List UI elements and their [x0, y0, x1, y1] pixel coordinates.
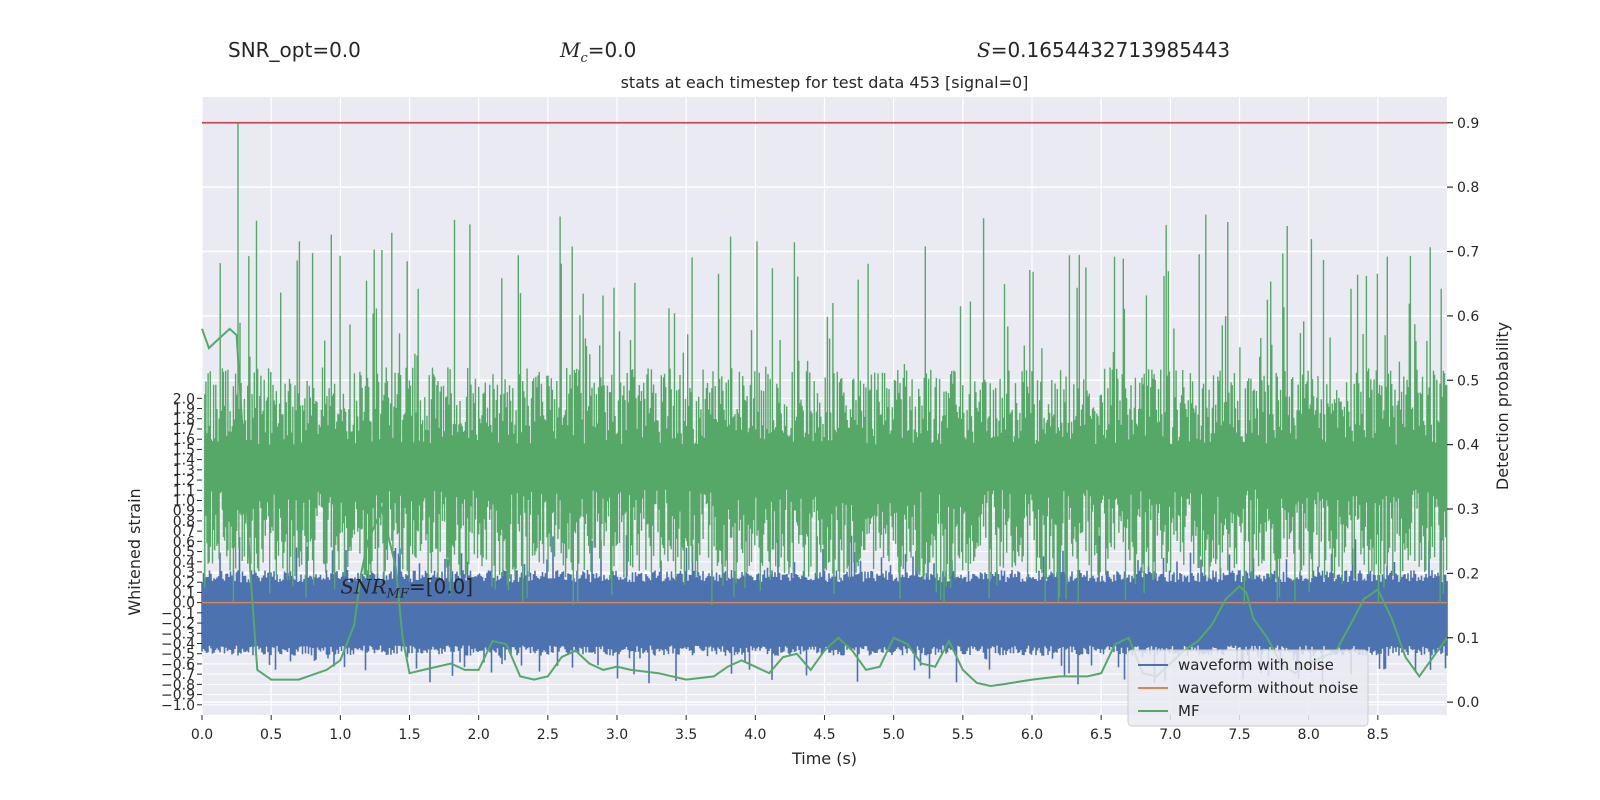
y-right-tick-label: 0.3 [1457, 502, 1479, 518]
x-tick-label: 4.0 [744, 727, 766, 743]
y-right-tick-label: 0.8 [1457, 180, 1479, 196]
mf-spikes-path [204, 122, 1448, 605]
y-left-tick-label: 0.8 [173, 514, 195, 530]
x-tick-label: 3.0 [606, 727, 628, 743]
x-tick-label: 0.5 [260, 727, 282, 743]
x-tick-label: 5.0 [883, 727, 905, 743]
y-left-tick-label: 1.2 [173, 473, 195, 489]
y-right-tick-label: 0.0 [1457, 695, 1479, 711]
x-tick-label: 7.5 [1228, 727, 1250, 743]
x-tick-label: 6.5 [1090, 727, 1112, 743]
series-waveform-with-noise [201, 533, 1448, 685]
legend-box [1127, 649, 1369, 727]
y-left-tick-label: −0.6 [161, 657, 195, 673]
snr-opt-label: SNR_opt=0.0 [228, 38, 361, 62]
y-left-tick-label: 0.4 [173, 555, 195, 571]
y-left-tick-label: 0.9 [173, 504, 195, 520]
x-tick-label: 1.5 [398, 727, 420, 743]
y-left-tick-label: 0.7 [173, 524, 195, 540]
x-tick-label: 7.0 [1159, 727, 1181, 743]
x-tick-label: 6.0 [1021, 727, 1043, 743]
y-right-axis-label: Detection probability [1493, 322, 1512, 490]
y-left-tick-label: 1.4 [173, 453, 195, 469]
x-tick-label: 2.0 [468, 727, 490, 743]
x-tick-label: 1.0 [329, 727, 351, 743]
y-left-tick-label: 0.3 [173, 565, 195, 581]
y-left-tick-label: 1.1 [173, 483, 195, 499]
legend-label: waveform with noise [1178, 656, 1334, 674]
y-left-axis-ticks: −1.0−0.9−0.8−0.7−0.6−0.5−0.4−0.3−0.2−0.1… [161, 391, 202, 714]
y-left-tick-label: 1.5 [173, 442, 195, 458]
y-right-tick-label: 0.4 [1457, 438, 1479, 454]
x-tick-label: 2.5 [537, 727, 559, 743]
chart-title: stats at each timestep for test data 453… [621, 73, 1029, 92]
y-left-tick-label: −0.9 [161, 688, 195, 704]
y-right-tick-label: 0.2 [1457, 566, 1479, 582]
y-left-tick-label: −0.3 [161, 626, 195, 642]
y-right-tick-label: 0.1 [1457, 631, 1479, 647]
y-left-tick-label: 0.1 [173, 585, 195, 601]
legend-label: waveform without noise [1178, 679, 1358, 697]
x-axis-ticks: 0.0 0.5 1.0 1.5 2.0 2.5 3.0 3.5 4.0 4.5 5.0 5.5 6.0 6… [191, 715, 1389, 743]
x-axis-label: Time (s) [791, 749, 857, 768]
x-tick-label: 3.5 [675, 727, 697, 743]
y-left-tick-label: −0.4 [161, 636, 195, 652]
y-left-tick-label: −1.0 [161, 698, 195, 714]
y-left-tick-label: −0.7 [161, 667, 195, 683]
series-mf-curve [201, 327, 1448, 688]
x-tick-label: 8.0 [1298, 727, 1320, 743]
noise-band-path [201, 533, 1448, 685]
y-left-tick-label: 0.5 [173, 545, 195, 561]
y-left-tick-label: 1.3 [173, 463, 195, 479]
y-right-tick-label: 0.6 [1457, 309, 1479, 325]
y-right-axis-ticks: 0.0 0.1 0.2 0.3 0.4 0.5 0.6 0.7 0.8 0.9 [1447, 116, 1479, 711]
series-mf-spikes [204, 122, 1448, 605]
y-left-tick-label: 1.6 [173, 432, 195, 448]
y-right-tick-label: 0.5 [1457, 373, 1479, 389]
legend: waveform with noise waveform without nois… [1127, 649, 1369, 727]
x-tick-label: 8.5 [1367, 727, 1389, 743]
y-right-tick-label: 0.9 [1457, 116, 1479, 132]
s-value-label: S=0.1654432713985443 [977, 38, 1231, 62]
y-left-tick-label: 1.7 [173, 422, 195, 438]
snr-mf-annotation: SNRMF=[0.0] [340, 574, 473, 601]
y-left-tick-label: 0.2 [173, 575, 195, 591]
x-tick-label: 5.5 [952, 727, 974, 743]
y-left-tick-label: −0.8 [161, 677, 195, 693]
y-left-tick-label: −0.5 [161, 647, 195, 663]
y-left-tick-label: 1.0 [173, 493, 195, 509]
x-tick-label: 0.0 [191, 727, 213, 743]
y-left-tick-label: 1.8 [173, 412, 195, 428]
legend-label: MF [1178, 702, 1200, 720]
y-left-axis-label: Whitened strain [125, 488, 144, 615]
chirp-mass-label: Mc=0.0 [560, 38, 637, 66]
x-tick-label: 4.5 [813, 727, 835, 743]
y-left-tick-label: −0.2 [161, 616, 195, 632]
y-left-tick-label: 1.9 [173, 402, 195, 418]
y-left-tick-label: 0.0 [173, 596, 195, 612]
y-right-tick-label: 0.7 [1457, 245, 1479, 261]
y-left-tick-label: 0.6 [173, 534, 195, 550]
y-left-tick-label: 2.0 [173, 391, 195, 407]
y-left-tick-label: −0.1 [161, 606, 195, 622]
